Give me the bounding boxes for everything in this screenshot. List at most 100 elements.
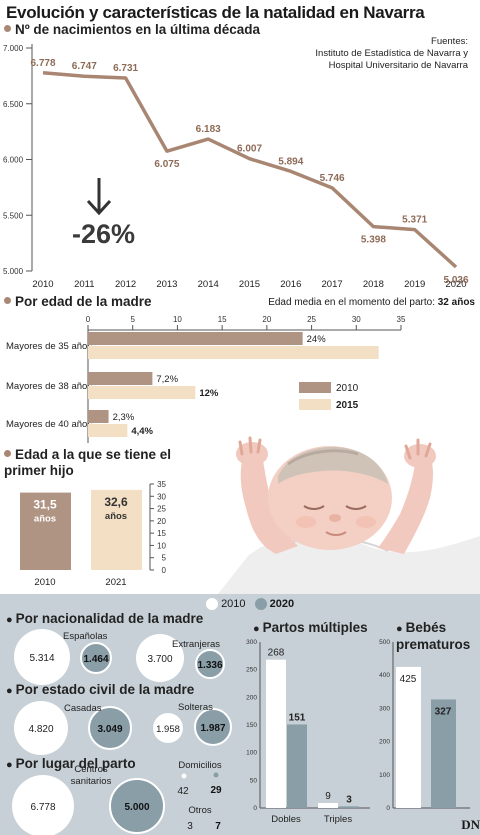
category-label: Mayores de 40 años (6, 419, 92, 430)
bottom-charts: ● Por nacionalidad de la madre 5.314 1.46… (6, 611, 470, 835)
y-tick-label: 5.500 (3, 211, 24, 220)
data-label: 5.746 (320, 173, 345, 184)
y-tick-label: 100 (246, 750, 257, 757)
x-tick-label: 10 (173, 315, 182, 324)
mother-age-heading: Por edad de la madre (4, 294, 152, 309)
y-tick-label: 250 (246, 667, 257, 674)
first-child-bar-chart: 0 5 10 15 20 25 30 35 31,5 años 2010 32,6 años 2021 (20, 480, 167, 588)
group-label-centros-line1: Centros (74, 764, 108, 775)
x-tick-label: 5 (130, 315, 135, 324)
bubble-espanolas-2010-label: 5.314 (29, 653, 54, 664)
y-tick-label: 50 (250, 777, 258, 784)
bar-2015 (88, 346, 379, 359)
bubble-centros-2020 (109, 778, 165, 834)
bar-2010 (20, 492, 71, 570)
bar-2020 (431, 699, 456, 808)
x-tick-label: Dobles (271, 814, 301, 825)
births-heading: Nº de nacimientos en la última década (4, 22, 260, 37)
x-tick-label: 30 (352, 315, 361, 324)
x-tick-label: 15 (218, 315, 227, 324)
y-tick-label: 7.000 (3, 44, 24, 53)
legend-swatch-2010 (299, 382, 331, 393)
data-label: 6.731 (113, 63, 138, 74)
page-title: Evolución y características de la natali… (6, 3, 425, 22)
mother-age-bar-chart: 0 5 10 15 20 25 30 35 Mayores de 35 años 24% Mayor… (6, 315, 406, 443)
logo: DN (461, 817, 480, 832)
bar-2015 (88, 424, 128, 437)
bar-value-label: 268 (268, 648, 285, 659)
avg-age-value: 32 años (437, 297, 475, 308)
change-label: -26% (72, 219, 135, 249)
bullet-icon (4, 24, 11, 32)
sources-label: Fuentes: (431, 36, 468, 47)
nationality-heading-text: Por nacionalidad de la madre (16, 611, 204, 626)
bubble-centros-2010-label: 6.778 (30, 802, 55, 813)
y-tick-label: 500 (379, 639, 390, 646)
y-tick-label: 5.000 (3, 267, 24, 276)
bar-value-label: 327 (435, 706, 452, 717)
place-heading: ● Por lugar del parto (6, 756, 136, 771)
bubble-domicilios-2020-label: 29 (210, 785, 222, 796)
y-tick-label: 200 (379, 739, 390, 746)
bar-value-label: 3 (346, 794, 352, 805)
bar-2010 (318, 803, 338, 808)
first-child-heading-line2: primer hijo (4, 463, 74, 478)
multiple-heading-text: Partos múltiples (263, 620, 368, 635)
bubble-domicilios-2010-label: 42 (177, 786, 189, 797)
legend-label-2020-bottom: 2020 (269, 598, 295, 610)
y-tick-label: 30 (157, 492, 166, 501)
legend-label-2010-bottom: 2010 (221, 598, 246, 610)
bubble-casadas-2010 (14, 701, 68, 755)
multiple-heading: ● Partos múltiples (253, 620, 368, 635)
y-tick-label: 0 (253, 805, 257, 812)
x-tick-label: 2019 (404, 279, 425, 290)
y-tick-label: 25 (157, 505, 166, 514)
x-tick-label: 2010 (32, 279, 53, 290)
births-heading-text: Nº de nacimientos en la última década (15, 22, 261, 37)
births-series-line (42, 71, 458, 269)
bubble-centros-2020-label: 5.000 (124, 802, 149, 813)
x-tick-label: 0 (86, 315, 91, 324)
x-tick-label: 2014 (198, 279, 219, 290)
first-child-heading: Edad a la que se tiene el primer hijo (4, 447, 171, 479)
bubble-solteras-2020-label: 1.987 (200, 723, 225, 734)
y-tick-label: 0 (162, 566, 167, 575)
legend-label-2015: 2015 (336, 400, 359, 411)
data-label: 6.183 (196, 124, 221, 135)
x-tick-label: Triples (324, 814, 352, 825)
bullet-icon (4, 296, 11, 304)
bubble-casadas-2020 (88, 706, 132, 750)
y-tick-label: 10 (157, 541, 166, 550)
bar-value-label: 12% (199, 388, 219, 399)
mother-age-bars: 0 5 10 15 20 25 30 35 Mayores de 35 años 24% Mayor… (6, 315, 406, 443)
premature-bars: 0 100 200 300 400 500 425 327 (379, 639, 470, 812)
group-label-casadas: Casadas (64, 703, 102, 714)
bubble-casadas-2020-label: 3.049 (97, 724, 122, 735)
place-heading-text: Por lugar del parto (16, 756, 136, 771)
y-tick-label: 6.500 (3, 100, 24, 109)
bubble-espanolas-2010 (14, 629, 70, 685)
bubble-extranjeras-2010 (136, 634, 184, 682)
y-tick-label: 300 (379, 705, 390, 712)
bar-value-label: 7,2% (156, 374, 178, 385)
civil-heading: ● Por estado civil de la madre (6, 682, 195, 697)
x-tick-label: 2010 (34, 577, 55, 588)
bar-2020 (287, 724, 307, 808)
first-child-bars: 0 5 10 15 20 25 30 35 31,5 años 2010 32,6 años 2021 (20, 480, 167, 588)
bottom-legend: 2010 2020 (206, 598, 295, 611)
bar-2010 (88, 372, 153, 385)
x-tick-label: 2021 (105, 577, 126, 588)
bar-value-label: 425 (400, 674, 417, 685)
avg-age-note: Edad media en el momento del parto: 32 a… (268, 297, 475, 308)
bubble-extranjeras-2020-label: 1.336 (197, 660, 222, 671)
civil-heading-text: Por estado civil de la madre (16, 682, 195, 697)
bubble-solteras-2020 (194, 708, 232, 746)
x-tick-label: 2016 (280, 279, 301, 290)
data-label: 5.036 (443, 275, 468, 286)
x-tick-label: 35 (397, 315, 406, 324)
births-data-labels: 6.778 6.747 6.731 6.075 6.183 6.007 5.894 5.746… (30, 58, 468, 286)
x-tick-label: 2018 (363, 279, 384, 290)
bar-value-label: 4,4% (131, 426, 153, 437)
data-label: 6.747 (72, 61, 97, 72)
